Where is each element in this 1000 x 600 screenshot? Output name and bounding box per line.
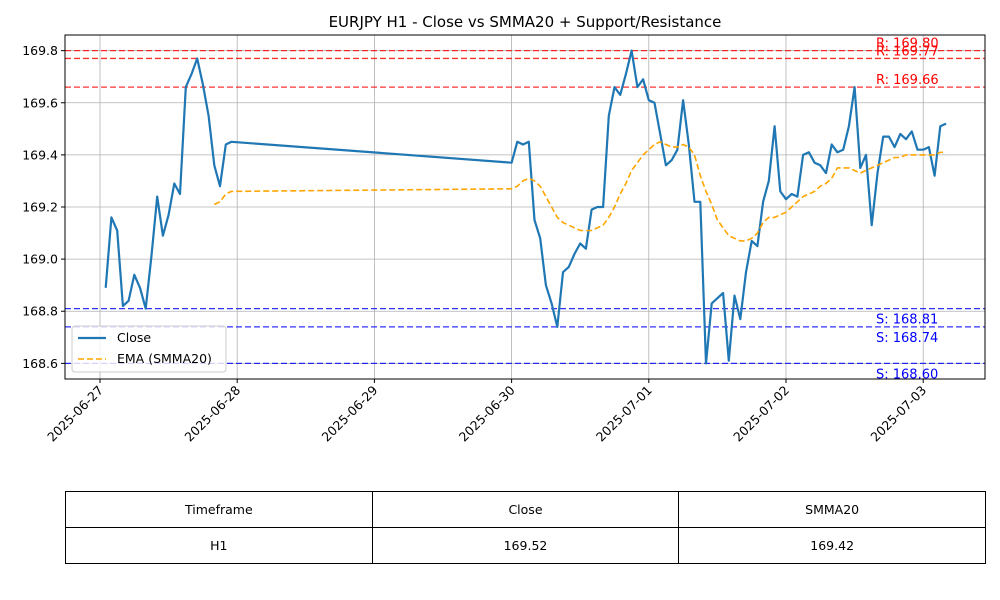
resistance-label: R: 169.77 [876,44,939,59]
y-tick-label: 168.8 [22,304,58,319]
x-tick-label: 2025-06-28 [181,382,243,444]
y-tick-label: 169.6 [22,95,58,110]
series-lines [104,49,947,365]
legend: Close EMA (SMMA20) [71,325,227,373]
y-tick-label: 168.6 [22,356,58,371]
table-cell-close: 169.52 [371,527,680,564]
x-tick-label: 2025-06-27 [44,383,106,445]
y-tick-label: 169.0 [22,252,58,267]
table-header-row: Timeframe Close SMMA20 [65,491,986,528]
stats-table: Timeframe Close SMMA20 H1 169.52 169.42 [65,491,986,564]
axis-ticks: 168.6 168.8 169.0 169.2 169.4 169.6 169.8 2025-… [22,43,929,444]
grid [65,35,985,379]
y-tick-label: 169.8 [22,43,58,58]
legend-smma-label: EMA (SMMA20) [117,351,212,366]
smma-series-line [213,141,947,242]
y-tick-label: 169.2 [22,200,58,215]
table-header-smma20: SMMA20 [678,491,986,528]
x-tick-label: 2025-06-30 [456,382,518,444]
x-tick-label: 2025-06-29 [319,382,381,444]
table-cell-smma20: 169.42 [678,527,986,564]
support-label: S: 168.74 [876,331,938,346]
y-tick-label: 169.4 [22,147,58,162]
resistance-label: R: 169.80 [876,37,939,52]
chart: EURJPY H1 - Close vs SMMA20 + Support/Re… [22,13,986,444]
x-tick-label: 2025-07-01 [593,383,655,445]
table-row: H1 169.52 169.42 [65,527,986,564]
legend-box [71,325,227,373]
table-header-timeframe: Timeframe [65,491,373,528]
table-header-close: Close [371,491,680,528]
legend-close-label: Close [117,330,151,345]
support-label: S: 168.81 [876,313,938,328]
chart-title: EURJPY H1 - Close vs SMMA20 + Support/Re… [329,13,722,31]
support-label: S: 168.60 [876,367,938,382]
close-series-line [104,49,947,365]
table-cell-timeframe: H1 [65,527,373,564]
resistance-label: R: 169.66 [876,73,939,88]
x-tick-label: 2025-07-03 [867,383,929,445]
x-tick-label: 2025-07-02 [730,383,792,445]
level-labels: R: 169.80R: 169.77 R: 169.66 S: 168.81 S: 1… [876,37,939,383]
